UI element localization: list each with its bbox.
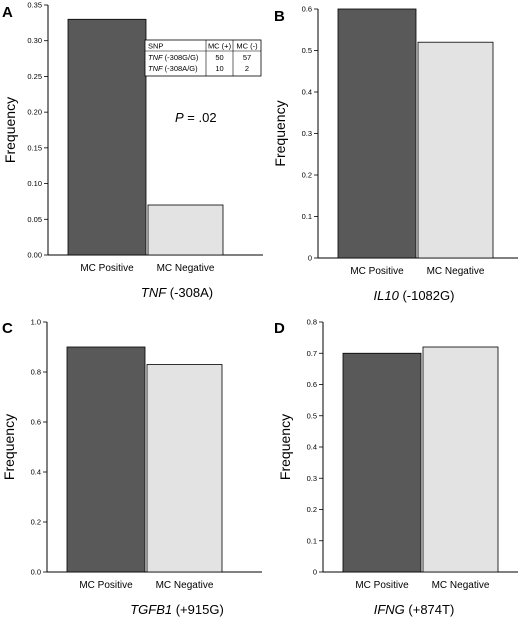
table-row-label: TNF (-308G/G): [148, 53, 199, 62]
y-tick-label: 0.3: [307, 474, 317, 483]
table-header-cell: SNP: [148, 42, 163, 51]
y-tick-label: 0.00: [27, 251, 42, 260]
y-tick-label: 0.2: [302, 171, 312, 180]
table-cell-mc-negative: 57: [243, 53, 251, 62]
x-axis-title: IFNG (+874T): [374, 602, 455, 617]
table-gene: TNF: [148, 64, 163, 73]
x-axis-title: TNF (-308A): [141, 285, 213, 300]
bar-mc-negative: [146, 364, 223, 573]
y-tick-label: 0.8: [31, 368, 41, 377]
y-tick-label: 0.0: [31, 568, 41, 577]
table-gene: TNF: [148, 53, 163, 62]
y-tick-label: 0.1: [307, 536, 317, 545]
bar-mc-negative: [147, 204, 224, 256]
y-axis-label: Frequency: [2, 97, 18, 163]
y-tick-label: 0.5: [307, 411, 317, 420]
p-value: = .02: [184, 110, 217, 125]
variant-label: (-308A): [166, 285, 213, 300]
bar-mc-positive: [337, 8, 417, 259]
x-category-label: MC Negative: [432, 580, 490, 591]
panel-b: B 0 0.1 0.2 0.3 0.4 0.5 0.6 Frequency MC Positive…: [272, 5, 518, 303]
bar-mc-positive: [66, 346, 146, 573]
table-row-label: TNF (-308A/G): [148, 64, 198, 73]
table-allele: (-308A/G): [163, 64, 199, 73]
panel-label: C: [2, 320, 13, 337]
y-tick-label: 0.1: [302, 212, 312, 221]
variant-label: (-1082G): [399, 288, 455, 303]
gene-name: TNF: [141, 285, 167, 300]
y-tick-label: 0: [308, 254, 312, 263]
y-axis-label: Frequency: [277, 414, 293, 480]
table-border: [144, 39, 262, 77]
y-tick-label: 0: [313, 568, 317, 577]
x-axis-title: TGFB1 (+915G): [130, 602, 224, 617]
table-cell-mc-negative: 2: [245, 64, 249, 73]
variant-label: (+874T): [405, 602, 455, 617]
p-symbol: P: [175, 110, 184, 125]
y-tick-label: 0.6: [31, 418, 41, 427]
inset-table: SNP MC (+) MC (-) TNF (-308G/G) 50 57 TNF (-30…: [144, 39, 262, 77]
y-tick-label: 0.5: [302, 46, 312, 55]
y-tick-label: 0.15: [27, 143, 42, 152]
y-tick-label: 0.05: [27, 215, 42, 224]
panel-d: D 0 0.1 0.2 0.3 0.4 0.5 0.6 0.7 0.8 Frequency MC Po…: [274, 318, 518, 617]
y-tick-label: 0.6: [302, 5, 312, 14]
panel-label: A: [2, 4, 13, 21]
y-tick-label: 0.2: [307, 505, 317, 514]
panel-c: C 0.0 0.2 0.4 0.6 0.8 1.0 Frequency MC Positive M…: [1, 318, 262, 617]
panel-label: B: [274, 8, 285, 25]
variant-label: (+915G): [172, 602, 224, 617]
x-category-label: MC Positive: [350, 266, 404, 277]
y-tick-label: 0.3: [302, 129, 312, 138]
gene-name: IL10: [374, 288, 400, 303]
y-tick-label: 0.4: [302, 88, 312, 97]
y-tick-label: 0.25: [27, 72, 42, 81]
p-value-annotation: P = .02: [175, 110, 217, 125]
panel-a: A 0.00 0.05 0.10 0.15 0.20 0.25 0.30 0.35 Frequen…: [2, 1, 263, 300]
table-cell-mc-positive: 50: [215, 53, 223, 62]
y-axis-label: Frequency: [272, 100, 288, 166]
x-category-label: MC Positive: [355, 580, 409, 591]
table-cell-mc-positive: 10: [215, 64, 223, 73]
y-tick-label: 0.8: [307, 318, 317, 327]
y-tick-label: 1.0: [31, 318, 41, 327]
x-category-label: MC Negative: [156, 580, 214, 591]
bar-mc-negative: [417, 41, 494, 259]
y-tick-label: 0.4: [31, 468, 41, 477]
x-axis-title: IL10 (-1082G): [374, 288, 455, 303]
table-header-cell: MC (+): [208, 42, 232, 51]
y-tick-label: 0.20: [27, 108, 42, 117]
panel-label: D: [274, 320, 285, 337]
x-category-label: MC Positive: [79, 580, 133, 591]
y-tick-label: 0.35: [27, 1, 42, 10]
y-tick-label: 0.6: [307, 380, 317, 389]
bar-mc-negative: [422, 346, 499, 573]
x-category-label: MC Positive: [80, 263, 134, 274]
y-tick-label: 0.4: [307, 443, 317, 452]
x-category-label: MC Negative: [157, 263, 215, 274]
y-tick-label: 0.7: [307, 349, 317, 358]
x-category-label: MC Negative: [427, 266, 485, 277]
y-tick-label: 0.30: [27, 36, 42, 45]
gene-name: IFNG: [374, 602, 405, 617]
table-allele: (-308G/G): [163, 53, 199, 62]
bar-mc-positive: [67, 18, 147, 256]
table-header-cell: MC (-): [236, 42, 258, 51]
y-tick-label: 0.2: [31, 518, 41, 527]
bar-mc-positive: [342, 352, 422, 573]
y-axis-label: Frequency: [1, 414, 17, 480]
y-tick-label: 0.10: [27, 179, 42, 188]
gene-name: TGFB1: [130, 602, 172, 617]
